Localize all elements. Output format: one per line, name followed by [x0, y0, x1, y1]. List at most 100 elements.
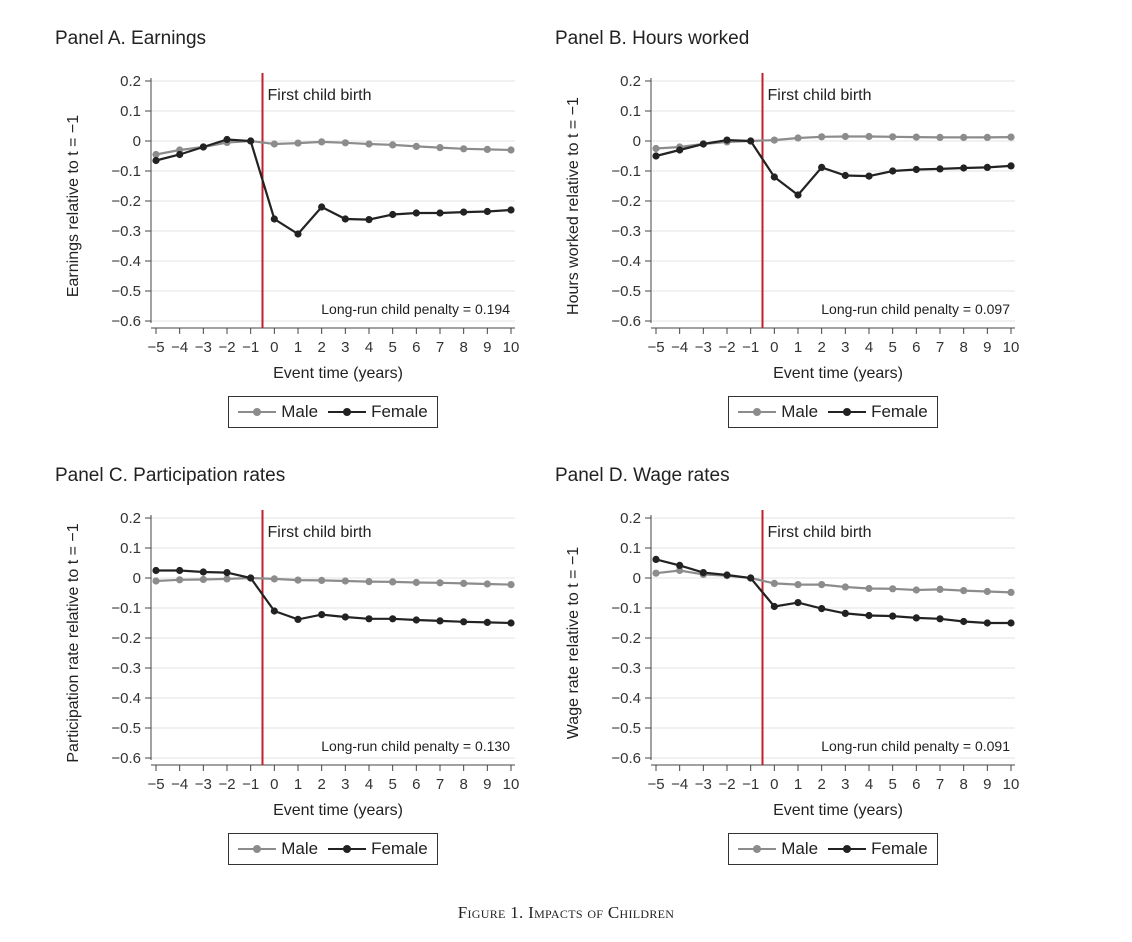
data-point [983, 619, 991, 627]
x-tick-label: −3 [695, 776, 712, 793]
x-axis-label: Event time (years) [773, 365, 903, 382]
data-point [270, 140, 278, 148]
legend-label: Female [871, 402, 928, 421]
data-point [341, 215, 349, 223]
x-tick-label: 0 [270, 776, 278, 793]
legend-item-female: Female [328, 402, 428, 422]
data-point [152, 156, 160, 165]
legend-swatch [738, 408, 777, 416]
data-point [389, 578, 397, 586]
x-tick-label: 8 [959, 339, 967, 356]
y-tick-label: −0.1 [611, 163, 641, 180]
data-point [936, 165, 944, 173]
y-tick-label: −0.5 [111, 720, 141, 737]
y-tick-label: 0.1 [120, 103, 141, 120]
data-point [460, 208, 468, 216]
data-point [841, 583, 849, 591]
data-point [889, 133, 897, 141]
data-point [865, 132, 873, 141]
x-tick-label: 0 [270, 339, 278, 356]
legend-swatch [328, 408, 367, 416]
y-tick-label: 0.2 [120, 73, 141, 90]
data-point [723, 571, 731, 579]
data-point [865, 172, 873, 180]
legend-swatch [238, 408, 277, 416]
y-tick-label: 0 [633, 133, 641, 150]
y-tick-label: 0.2 [620, 73, 641, 90]
data-point [794, 599, 802, 607]
x-tick-label: 7 [436, 776, 444, 793]
penalty-annotation: Long-run child penalty = 0.194 [321, 301, 510, 317]
legend-item-male: Male [238, 839, 318, 859]
series-female [152, 566, 515, 627]
x-tick-label: 2 [317, 776, 325, 793]
data-point [176, 566, 184, 575]
legend-label: Female [371, 839, 428, 858]
x-tick-label: 10 [1003, 776, 1020, 793]
x-tick-label: 3 [341, 339, 349, 356]
y-tick-label: −0.3 [111, 223, 141, 240]
x-tick-label: 2 [317, 339, 325, 356]
legend-item-male: Male [238, 402, 318, 422]
data-point [436, 579, 444, 587]
data-point [652, 555, 660, 563]
data-point [960, 164, 968, 172]
data-point [507, 206, 515, 214]
x-tick-label: 10 [503, 776, 520, 793]
x-tick-label: −1 [742, 776, 759, 793]
x-tick-label: −4 [671, 776, 688, 793]
data-point [223, 135, 231, 144]
x-tick-label: 10 [1003, 339, 1020, 356]
data-point [176, 150, 184, 159]
data-point [483, 207, 491, 216]
x-tick-label: −1 [742, 339, 759, 356]
x-tick-label: 1 [294, 776, 302, 793]
data-point [652, 152, 660, 160]
data-point [199, 568, 207, 576]
data-point [889, 585, 897, 593]
y-tick-label: −0.5 [611, 283, 641, 300]
data-point [770, 173, 778, 181]
data-point [794, 134, 802, 142]
data-point [341, 613, 349, 621]
data-point [983, 133, 991, 141]
data-point [223, 575, 231, 583]
data-point [818, 605, 826, 613]
data-point [152, 566, 160, 575]
data-point [318, 138, 326, 146]
y-tick-label: −0.4 [611, 253, 641, 270]
x-tick-label: 7 [436, 339, 444, 356]
x-tick-label: 5 [388, 776, 396, 793]
data-point [389, 141, 397, 149]
panel-b: Panel B. Hours worked 0.2 0.1 0 −0.1 −0.2 −0.3… [555, 28, 1055, 438]
series-female [652, 136, 1015, 199]
y-axis-label: Hours worked relative to t = −1 [565, 97, 582, 315]
y-tick-label: −0.3 [611, 660, 641, 677]
panel-title: Panel B. Hours worked [555, 28, 750, 49]
data-point [460, 579, 468, 587]
y-tick-label: 0.2 [120, 510, 141, 527]
data-point [770, 136, 778, 144]
data-point [507, 146, 515, 154]
penalty-annotation: Long-run child penalty = 0.091 [821, 738, 1010, 754]
x-tick-label: 3 [841, 339, 849, 356]
legend: Male Female [228, 396, 438, 428]
x-tick-label: 1 [794, 339, 802, 356]
x-tick-label: −1 [242, 339, 259, 356]
data-point [199, 143, 207, 151]
data-point [841, 609, 849, 617]
y-tick-label: −0.5 [611, 720, 641, 737]
y-tick-label: −0.2 [611, 630, 641, 647]
x-tick-label: −4 [171, 339, 188, 356]
x-tick-label: −5 [647, 776, 664, 793]
x-tick-label: 3 [841, 776, 849, 793]
data-point [699, 140, 707, 148]
data-point [770, 602, 778, 611]
data-point [365, 578, 373, 586]
x-tick-label: −3 [195, 339, 212, 356]
y-axis-label: Wage rate relative to t = −1 [565, 547, 582, 740]
x-tick-label: −3 [695, 339, 712, 356]
data-point [389, 210, 397, 219]
y-tick-label: −0.4 [111, 690, 141, 707]
y-tick-label: −0.4 [111, 253, 141, 270]
